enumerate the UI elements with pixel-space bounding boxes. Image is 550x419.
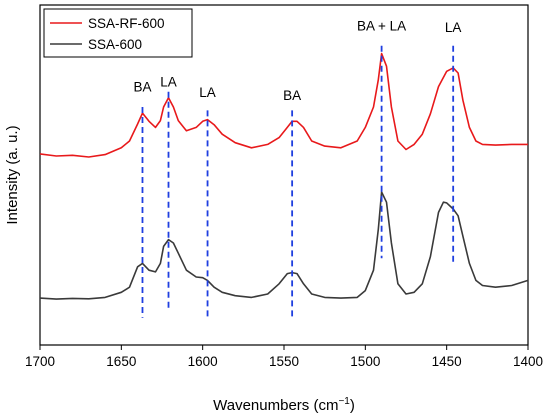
x-axis-label-superscript: −1: [338, 396, 350, 407]
x-tick-label: 1650: [106, 354, 136, 369]
x-axis-label-close: ): [350, 397, 355, 414]
annotation-label-ba: BA: [133, 80, 151, 95]
x-tick-label: 1600: [188, 354, 218, 369]
legend-label-ssa-600: SSA-600: [88, 37, 142, 52]
legend: SSA-RF-600 SSA-600: [43, 8, 193, 58]
y-axis-label: Intensity (a. u.): [4, 125, 21, 224]
annotation-layer: BA LA LA BA BA + LA LA: [133, 19, 461, 318]
series-line-ssa-600: [39, 191, 529, 300]
annotation-label-ba-la: BA + LA: [357, 19, 406, 34]
annotation-label-ba: BA: [283, 88, 301, 103]
series-line-ssa-rf-600: [39, 52, 528, 158]
x-axis-label: Wavenumbers (cm−1): [213, 396, 355, 414]
legend-frame: [43, 8, 193, 58]
x-axis-label-main: Wavenumbers (cm: [213, 397, 338, 414]
annotation-label-la: LA: [445, 20, 462, 35]
x-axis-ticks: 1700 1650 1600 1550 1500 1450 1400: [25, 345, 543, 369]
x-tick-label: 1400: [513, 354, 543, 369]
x-tick-label: 1500: [350, 354, 380, 369]
series-layer: [39, 52, 529, 300]
x-tick-label: 1550: [269, 354, 299, 369]
x-tick-label: 1700: [25, 354, 55, 369]
annotation-label-la: LA: [160, 75, 177, 90]
legend-label-ssa-rf-600: SSA-RF-600: [88, 16, 165, 31]
x-tick-label: 1450: [432, 354, 462, 369]
annotation-label-la: LA: [199, 85, 216, 100]
